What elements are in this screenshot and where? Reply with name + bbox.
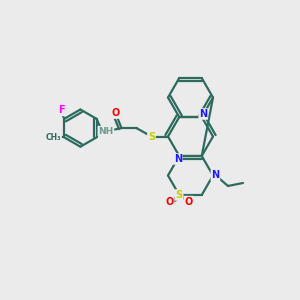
Text: S: S: [148, 131, 155, 142]
Text: S: S: [176, 190, 183, 200]
Text: N: N: [211, 170, 220, 181]
Text: O: O: [112, 108, 120, 118]
Text: O: O: [185, 196, 193, 207]
Text: N: N: [199, 109, 207, 119]
Text: CH₃: CH₃: [46, 133, 61, 142]
Text: N: N: [174, 154, 182, 164]
Text: F: F: [58, 105, 65, 116]
Text: NH: NH: [98, 127, 113, 136]
Text: O: O: [166, 196, 174, 207]
